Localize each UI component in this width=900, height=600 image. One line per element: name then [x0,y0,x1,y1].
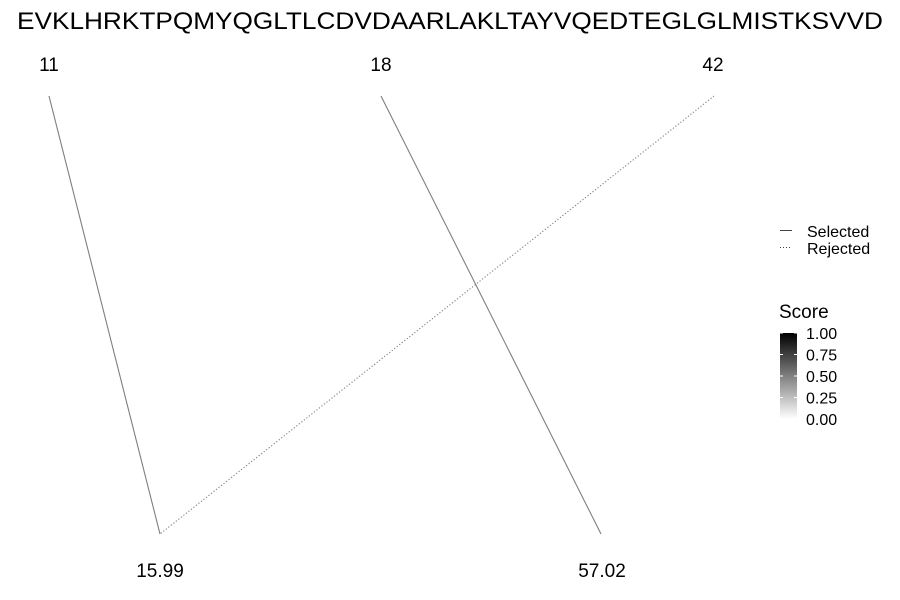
colorbar-tick-label: 1.00 [806,326,837,343]
rejected-segment [159,95,715,535]
mass-label-group: 15.99 57.02 [136,561,626,582]
legend-label-rejected: Rejected [807,241,870,258]
segment-group [48,95,715,535]
colorbar-tick-label: 0.25 [806,391,837,408]
position-label: 18 [370,55,391,76]
mass-label: 15.99 [136,561,184,582]
mass-label: 57.02 [578,561,626,582]
position-label-group: 11 18 42 [39,55,723,76]
position-label: 11 [39,55,59,76]
colorbar-tick-label: 0.50 [806,369,837,386]
linetype-legend: Selected Rejected [780,224,870,258]
score-colorbar: Score 1.00 0.75 0.50 0.25 0.00 [779,302,837,429]
legend-label-selected: Selected [807,224,869,241]
peptide-sequence: EVKLHRKTPQMYQGLTLCDVDAARLAKLTAYVQEDTEGLG… [17,8,883,35]
colorbar-tick-label: 0.00 [806,412,837,429]
selected-segment [48,95,161,535]
colorbar-gradient [780,333,797,419]
selected-segment [380,95,602,535]
colorbar-tick-group: 1.00 0.75 0.50 0.25 0.00 [780,326,837,429]
colorbar-title: Score [779,302,829,323]
position-label: 42 [702,55,723,76]
colorbar-tick-label: 0.75 [806,348,837,365]
